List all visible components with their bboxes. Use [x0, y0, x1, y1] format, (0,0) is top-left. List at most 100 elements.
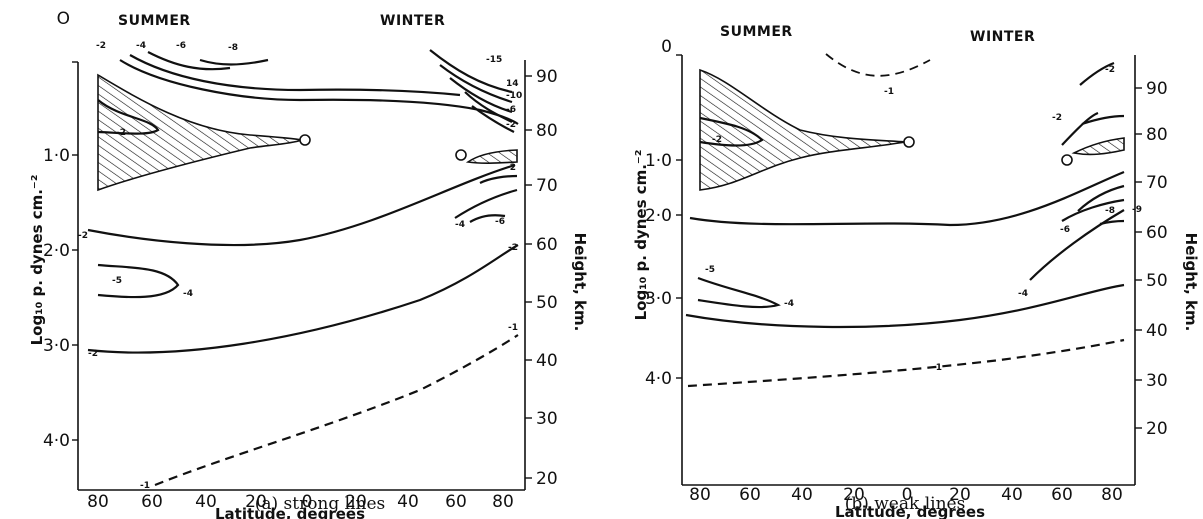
contour-line	[464, 91, 513, 123]
contour-line	[429, 49, 513, 94]
contour-label: -5	[112, 276, 122, 286]
contour-line-dashed	[154, 334, 519, 487]
x-tick: 0	[902, 485, 913, 505]
contour-line	[699, 116, 764, 147]
contour-label: -6	[506, 105, 516, 115]
contour-label: -15	[486, 55, 502, 65]
contour-line	[449, 77, 513, 114]
y-left-tick-labels: O 1·0 2·0 3·0 4·0	[43, 9, 70, 451]
contour-labels: -2 -4 -6 -8 -15 14 -10 -6 -2 -2 -2 -4 -6…	[78, 41, 522, 491]
y-right-tick: 70	[1146, 173, 1168, 193]
y-right-axis-label: Height, km.	[1182, 233, 1200, 332]
contour-label: -2	[506, 120, 516, 130]
contour-label: -2	[96, 41, 106, 51]
contour-label: -2	[508, 243, 518, 253]
x-tick: 80	[87, 492, 109, 512]
contour-line	[469, 214, 506, 223]
contour-line	[97, 99, 160, 135]
season-summer-label: SUMMER	[118, 13, 191, 29]
y-left-tick: 2·0	[645, 206, 672, 226]
season-winter-label: WINTER	[380, 13, 445, 29]
x-tick: 40	[397, 492, 419, 512]
contour-line-dashed	[687, 338, 1125, 388]
contour-line	[454, 188, 518, 219]
chart-strong-lines: SUMMER WINTER O 1·0 2·0 3·0 4·0 90 80 70…	[28, 9, 589, 519]
shaded-region	[1071, 137, 1125, 156]
contour-label: -2	[116, 128, 126, 138]
x-tick: 80	[1101, 485, 1123, 505]
x-tick: 80	[689, 485, 711, 505]
contour-line	[1077, 184, 1125, 212]
x-tick: 0	[302, 492, 313, 512]
x-tick: 20	[345, 492, 367, 512]
y-right-tick: 30	[1146, 371, 1168, 391]
caption-b: (b) weak lines	[844, 494, 966, 514]
contour-line	[439, 64, 513, 104]
shaded-region	[465, 149, 518, 164]
panel-strong-lines: SUMMER WINTER O 1·0 2·0 3·0 4·0 90 80 70…	[0, 0, 590, 519]
contour-line	[1061, 198, 1125, 222]
contour-label: -4	[455, 220, 465, 230]
contour-label: -4	[784, 299, 794, 309]
y-right-tick: 50	[536, 293, 558, 313]
contour-label: -4	[136, 41, 146, 51]
contour-line	[199, 58, 269, 66]
y-right-tick: 40	[1146, 321, 1168, 341]
y-right-tick: 80	[536, 121, 558, 141]
contour-label: -6	[495, 217, 505, 227]
caption-a: (a) strong lines	[254, 494, 386, 514]
contour-lines	[87, 49, 519, 354]
y-right-tick: 30	[536, 409, 558, 429]
contour-label: -4	[183, 289, 193, 299]
x-tick: 40	[791, 485, 813, 505]
x-tick: 20	[843, 485, 865, 505]
contour-labels: -1 -2 -2 -2 -8 -9 -6 -4 -5 -4 -1	[705, 65, 1142, 373]
x-tick: 20	[245, 492, 267, 512]
contour-label: -2	[1105, 65, 1115, 75]
contour-label: -10	[506, 91, 522, 101]
y-right-tick: 80	[1146, 125, 1168, 145]
contour-label: -1	[140, 481, 150, 491]
contour-line	[471, 105, 515, 133]
contour-label: -1	[884, 87, 894, 97]
y-left-axis-label: Log₁₀ p. dynes cm.⁻²	[632, 150, 650, 321]
contour-label: -6	[1060, 225, 1070, 235]
y-right-tick: 90	[536, 67, 558, 87]
y-right-tick-labels: 90 80 70 60 50 40 30 20	[536, 67, 558, 489]
x-tick: 40	[1001, 485, 1023, 505]
contour-label: -2	[1052, 113, 1062, 123]
chart-weak-lines: SUMMER WINTER 0 1·0 2·0 3·0 4·0 90 80 70…	[632, 24, 1200, 519]
contour-line	[685, 283, 1125, 329]
contour-line	[1061, 111, 1099, 146]
contour-label: -1	[932, 363, 942, 373]
contour-line	[697, 276, 781, 309]
contour-label: -1	[508, 323, 518, 333]
contour-line	[689, 170, 1125, 227]
contour-label: -2	[78, 231, 88, 241]
panel-weak-lines: SUMMER WINTER 0 1·0 2·0 3·0 4·0 90 80 70…	[600, 0, 1203, 519]
contour-line	[1079, 61, 1115, 86]
y-left-tick: 4·0	[43, 431, 70, 451]
marker-circle	[299, 134, 311, 146]
marker-circle	[1061, 154, 1073, 166]
y-right-tick: 70	[536, 176, 558, 196]
contour-line-dashed	[825, 53, 931, 77]
y-left-tick: O	[57, 9, 70, 29]
y-right-tick: 60	[1146, 223, 1168, 243]
y-left-tick-marks	[72, 61, 78, 441]
y-right-tick: 60	[536, 235, 558, 255]
contour-line	[129, 54, 461, 97]
y-right-tick-marks	[1135, 87, 1142, 429]
y-left-tick: 2·0	[43, 241, 70, 261]
y-left-tick-labels: 0 1·0 2·0 3·0 4·0	[645, 37, 672, 389]
contour-label: -6	[176, 41, 186, 51]
y-right-tick: 20	[1146, 419, 1168, 439]
contour-label: -4	[1018, 289, 1028, 299]
contour-line	[1029, 209, 1125, 281]
x-tick: 60	[141, 492, 163, 512]
x-tick-labels: 80 60 40 20 0 20 40 60 80	[87, 492, 514, 512]
contour-lines	[685, 61, 1125, 329]
shaded-region	[699, 68, 906, 191]
contour-label: 14	[506, 79, 519, 89]
x-tick: 60	[1051, 485, 1073, 505]
